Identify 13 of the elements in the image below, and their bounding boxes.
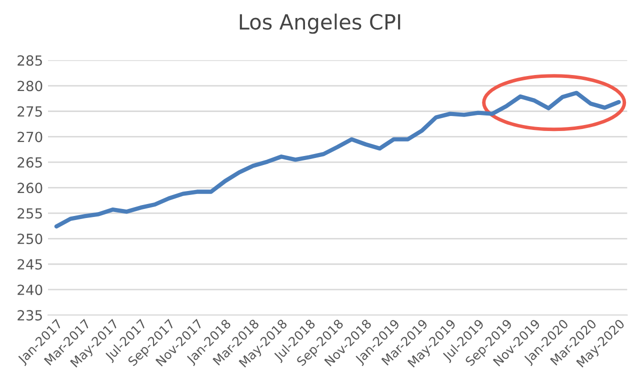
- y-tick-label: 240: [18, 284, 42, 296]
- y-tick-label: 280: [18, 80, 42, 92]
- y-tick-label: 245: [18, 259, 42, 270]
- y-tick-label: 270: [18, 132, 42, 142]
- y-tick-label: 265: [18, 157, 42, 168]
- line-series: [54, 90, 621, 229]
- y-tick-label: 285: [18, 55, 42, 66]
- y-tick-label: 235: [18, 310, 42, 321]
- y-tick-label: 250: [18, 234, 42, 244]
- y-tick-label: 255: [18, 208, 42, 219]
- y-tick-label: 260: [18, 182, 42, 194]
- y-tick-label: 275: [18, 106, 42, 117]
- chart-title: Los Angeles CPI: [240, 14, 400, 34]
